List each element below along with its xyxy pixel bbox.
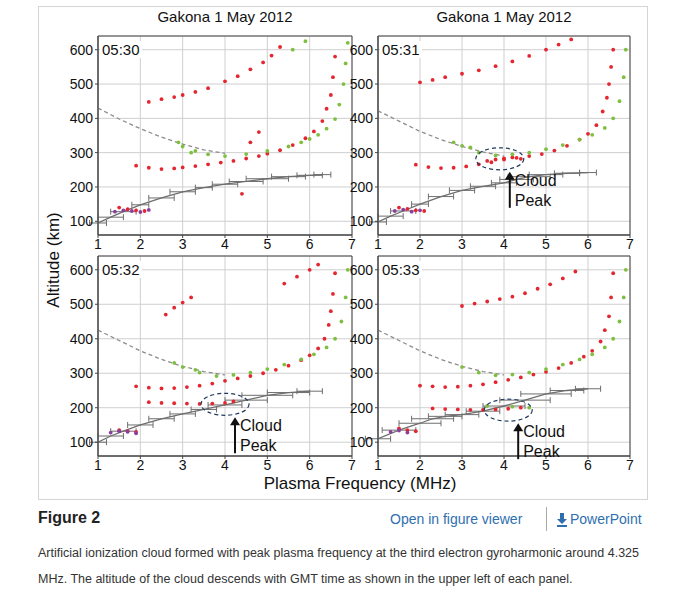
svg-text:4: 4 (221, 457, 229, 473)
html-text:Altitude (km): Altitude (km) (44, 212, 63, 308)
svg-text:600: 600 (350, 262, 374, 278)
svg-text:500: 500 (350, 76, 374, 92)
svg-text:5: 5 (263, 457, 271, 473)
svg-text:200: 200 (350, 179, 374, 195)
svg-text:Peak: Peak (240, 437, 277, 454)
svg-text:5: 5 (263, 236, 271, 252)
svg-text:7: 7 (348, 457, 356, 473)
svg-text:4: 4 (221, 236, 229, 252)
html-text:05:33: 05:33 (382, 261, 420, 278)
svg-text:600: 600 (70, 42, 94, 58)
svg-text:Cloud: Cloud (240, 417, 282, 434)
svg-text:4: 4 (500, 236, 508, 252)
svg-text:2: 2 (136, 236, 144, 252)
svg-text:7: 7 (348, 236, 356, 252)
svg-text:500: 500 (70, 76, 94, 92)
svg-text:600: 600 (350, 42, 374, 58)
svg-text:3: 3 (458, 236, 466, 252)
svg-text:7: 7 (626, 457, 634, 473)
svg-text:100: 100 (350, 213, 374, 229)
svg-text:400: 400 (350, 331, 374, 347)
html-text:Gakona 1 May 2012: Gakona 1 May 2012 (436, 8, 572, 25)
svg-text:Peak: Peak (523, 443, 560, 461)
svg-text:2: 2 (136, 457, 144, 473)
svg-text:2: 2 (416, 457, 424, 473)
html-text:PowerPoint: PowerPoint (570, 511, 642, 527)
svg-text:3: 3 (179, 236, 187, 252)
svg-text:300: 300 (70, 365, 94, 381)
svg-text:300: 300 (70, 145, 94, 161)
svg-text:100: 100 (350, 434, 374, 450)
svg-text:3: 3 (179, 457, 187, 473)
html-text:Plasma Frequency (MHz): Plasma Frequency (MHz) (263, 474, 457, 493)
svg-text:1: 1 (94, 457, 102, 473)
svg-text:Peak: Peak (515, 192, 552, 209)
svg-text:4: 4 (500, 457, 508, 473)
svg-text:Cloud: Cloud (515, 172, 557, 189)
html-text:Artificial ionization cloud fo: Artificial ionization cloud formed with … (38, 546, 639, 586)
svg-text:5: 5 (542, 457, 550, 473)
svg-text:6: 6 (584, 236, 592, 252)
svg-text:100: 100 (70, 434, 94, 450)
html-text:Open in figure viewer: Open in figure viewer (390, 511, 523, 527)
svg-text:3: 3 (458, 457, 466, 473)
svg-text:5: 5 (542, 236, 550, 252)
html-text:Gakona 1 May 2012: Gakona 1 May 2012 (157, 8, 293, 25)
svg-text:1: 1 (94, 236, 102, 252)
svg-text:200: 200 (70, 179, 94, 195)
html-text:05:32: 05:32 (102, 261, 140, 278)
svg-text:600: 600 (70, 262, 94, 278)
svg-text:400: 400 (70, 110, 94, 126)
svg-text:6: 6 (306, 236, 314, 252)
svg-text:6: 6 (306, 457, 314, 473)
svg-text:Cloud: Cloud (523, 423, 565, 440)
svg-text:200: 200 (70, 400, 94, 416)
svg-text:400: 400 (70, 331, 94, 347)
svg-text:100: 100 (70, 213, 94, 229)
svg-text:400: 400 (350, 110, 374, 126)
svg-text:2: 2 (416, 236, 424, 252)
svg-text:1: 1 (374, 236, 382, 252)
svg-text:1: 1 (374, 457, 382, 473)
svg-text:7: 7 (626, 236, 634, 252)
html-text:05:30: 05:30 (102, 41, 140, 58)
svg-text:300: 300 (350, 365, 374, 381)
svg-text:500: 500 (70, 296, 94, 312)
svg-text:6: 6 (584, 457, 592, 473)
svg-text:300: 300 (350, 145, 374, 161)
svg-text:500: 500 (350, 296, 374, 312)
html-text:05:31: 05:31 (382, 41, 420, 58)
svg-text:200: 200 (350, 400, 374, 416)
html-text:Figure 2: Figure 2 (38, 509, 101, 526)
